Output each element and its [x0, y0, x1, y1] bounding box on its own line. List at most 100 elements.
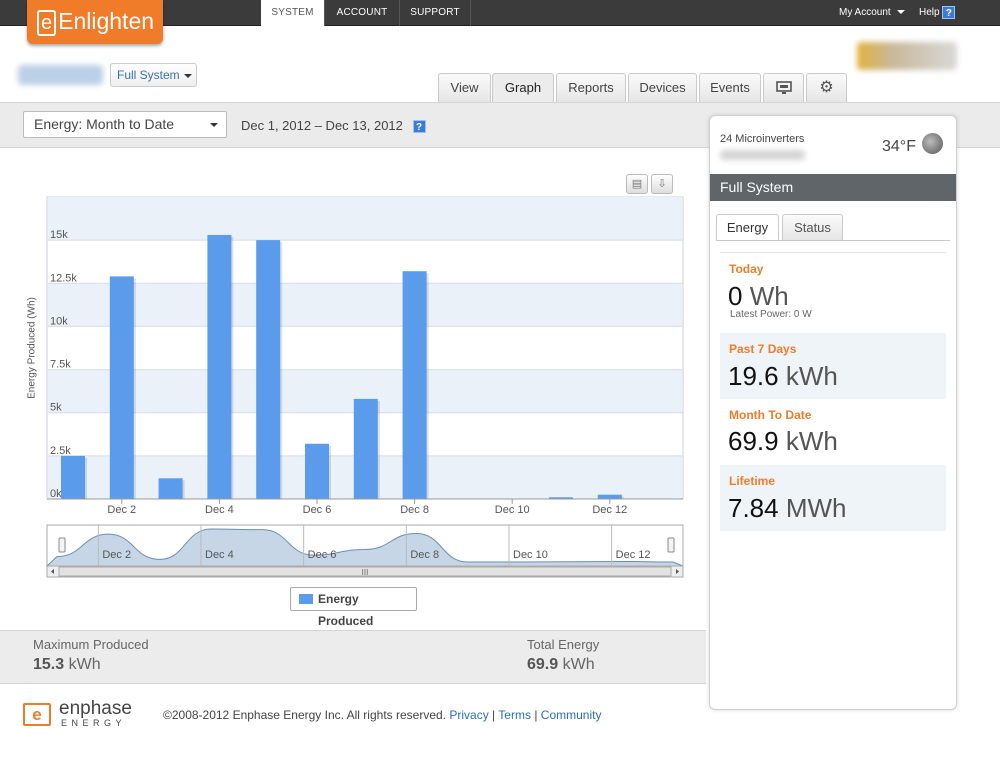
plot-band	[48, 283, 682, 327]
print-chart-button[interactable]: ▤	[626, 174, 648, 194]
today-value: 0 Wh	[728, 281, 789, 312]
navigator-area	[45, 528, 684, 567]
total-energy-number: 69.9	[527, 656, 559, 673]
enphase-logo[interactable]: e enphase ENERGY	[23, 698, 132, 728]
total-energy-label: Total Energy	[527, 637, 600, 652]
bar	[158, 478, 183, 499]
enlighten-logo[interactable]: e Enlighten	[27, 0, 163, 44]
tab-events[interactable]: Events	[699, 73, 761, 102]
help-link[interactable]: Help ?	[919, 0, 956, 26]
privacy-link[interactable]: Privacy	[449, 708, 489, 722]
my-account-label: My Account	[839, 7, 891, 18]
panel-header: Full System	[710, 174, 956, 201]
scrollbar-thumb	[58, 566, 672, 577]
month-number: 69.9	[728, 426, 779, 456]
chevron-down-icon	[897, 10, 906, 15]
lifetime-value: 7.84 MWh	[728, 493, 847, 524]
x-tick-label: Dec 2	[107, 504, 136, 516]
stats-bar	[0, 630, 706, 684]
scrollbar-grip: III	[362, 568, 369, 577]
bar	[109, 276, 134, 499]
owner-avatar-redacted	[857, 42, 957, 70]
print-icon: ▤	[631, 178, 643, 190]
navigator-tick-label: Dec 8	[410, 549, 439, 561]
energy-range-select[interactable]: Energy: Month to Date	[23, 111, 227, 138]
x-tick-label: Dec 8	[400, 504, 429, 516]
footer-sep: |	[534, 708, 538, 722]
energy-bar-chart: 0k 2.5k 5k 7.5k 10k 12.5k 15k Dec 2 Dec 4 Dec 6 De…	[45, 196, 684, 578]
chevron-down-icon	[210, 123, 218, 127]
help-icon[interactable]: ?	[412, 120, 426, 134]
tab-devices[interactable]: Devices	[628, 73, 697, 102]
tab-settings[interactable]: ⚙	[806, 73, 847, 102]
footer-sep: |	[492, 708, 496, 722]
y-tick-label: 12.5k	[50, 272, 77, 284]
x-tick-label: Dec 10	[495, 504, 530, 516]
scroll-left-arrow	[51, 569, 54, 574]
top-nav-bar: SYSTEM ACCOUNT SUPPORT My Account Help ?	[0, 0, 1000, 27]
today-unit: Wh	[749, 281, 789, 311]
date-range-value: Dec 1, 2012 – Dec 13, 2012	[241, 118, 403, 133]
month-unit: kWh	[785, 426, 838, 456]
tab-system[interactable]: SYSTEM	[261, 0, 324, 27]
legend-label: Energy Produced	[318, 592, 374, 628]
legend-energy-produced[interactable]: Energy Produced	[290, 587, 417, 628]
week-value: 19.6 kWh	[728, 361, 838, 392]
tab-account[interactable]: ACCOUNT	[324, 0, 399, 26]
date-range-text: Dec 1, 2012 – Dec 13, 2012 ?	[241, 118, 426, 134]
metric-today: Today 0 Wh Latest Power: 0 W	[720, 252, 946, 332]
tab-support[interactable]: SUPPORT	[399, 0, 471, 26]
system-selector-button[interactable]: Full System	[110, 63, 197, 87]
terms-link[interactable]: Terms	[498, 708, 531, 722]
navigator-handle	[58, 537, 66, 553]
lifetime-label: Lifetime	[729, 474, 776, 488]
navigator-tick-label: Dec 2	[102, 549, 131, 561]
bar	[61, 455, 85, 499]
enphase-logo-sub: ENERGY	[61, 718, 127, 728]
max-produced-label: Maximum Produced	[33, 637, 149, 652]
navigator-tick-label: Dec 12	[616, 549, 651, 561]
chevron-down-icon	[183, 73, 192, 78]
today-label: Today	[729, 262, 764, 276]
help-icon: ?	[942, 5, 956, 19]
system-name-redacted	[18, 65, 103, 85]
logo-bracket: e	[37, 10, 57, 36]
footer-copyright: ©2008-2012 Enphase Energy Inc. All right…	[163, 708, 601, 722]
bar	[256, 240, 281, 499]
tab-view[interactable]: View	[438, 73, 491, 102]
y-tick-label: 7.5k	[50, 359, 71, 371]
tab-graph[interactable]: Graph	[492, 73, 554, 103]
community-link[interactable]: Community	[540, 708, 602, 722]
location-redacted	[720, 150, 805, 160]
tab-monitor[interactable]	[763, 73, 804, 102]
tab-status[interactable]: Status	[782, 214, 843, 240]
bar	[353, 398, 378, 499]
y-tick-label: 2.5k	[50, 445, 71, 457]
metric-lifetime: Lifetime 7.84 MWh	[720, 465, 946, 531]
navigator-handle	[667, 537, 675, 553]
system-selector-label: Full System	[117, 68, 180, 82]
total-energy-unit: kWh	[562, 656, 595, 673]
max-produced-value: 15.3 kWh	[33, 656, 101, 674]
energy-range-value: Energy: Month to Date	[34, 116, 175, 132]
metric-month-to-date: Month To Date 69.9 kWh	[720, 400, 946, 464]
plot-band	[48, 197, 682, 241]
month-label: Month To Date	[729, 408, 812, 422]
tab-reports[interactable]: Reports	[556, 73, 626, 102]
today-number: 0	[728, 281, 743, 311]
week-number: 19.6	[728, 361, 779, 391]
max-produced-unit: kWh	[68, 656, 101, 673]
week-unit: kWh	[785, 361, 838, 391]
x-tick-label: Dec 6	[303, 504, 332, 516]
navigator-tick-label: Dec 10	[513, 549, 548, 561]
bar	[597, 494, 622, 499]
y-tick-label: 10k	[50, 315, 68, 327]
y-tick-label: 0k	[50, 488, 62, 500]
download-chart-button[interactable]: ⇩	[651, 174, 673, 194]
tab-energy[interactable]: Energy	[716, 214, 779, 241]
scroll-right-arrow	[676, 569, 679, 574]
bar	[402, 271, 427, 499]
y-tick-label: 5k	[50, 402, 62, 414]
bar	[549, 497, 573, 499]
my-account-menu[interactable]: My Account	[839, 0, 906, 26]
